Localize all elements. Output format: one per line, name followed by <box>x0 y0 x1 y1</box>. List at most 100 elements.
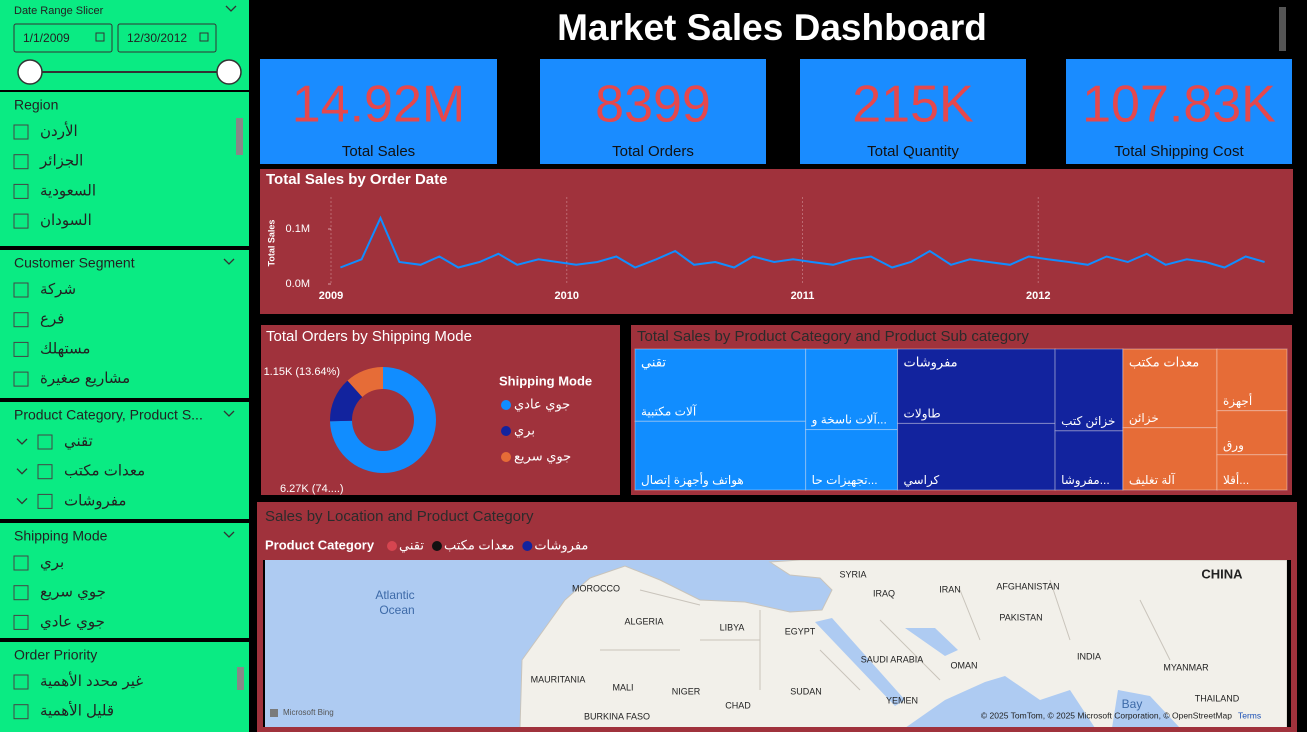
checkbox[interactable] <box>13 674 29 690</box>
chart-title: Total Orders by Shipping Mode <box>266 328 472 345</box>
slicer-item[interactable]: السودان <box>40 212 92 229</box>
slicer-item[interactable]: مستهلك <box>40 340 90 357</box>
slicer-item[interactable]: السعودية <box>40 182 96 199</box>
slicer-title: Customer Segment <box>14 255 135 271</box>
checkbox[interactable] <box>13 124 29 140</box>
category-label: مفروشات <box>904 354 958 370</box>
checkbox[interactable] <box>37 434 53 450</box>
map-label: INDIA <box>1077 651 1101 661</box>
checkbox[interactable] <box>13 282 29 298</box>
chart-panel <box>261 325 620 495</box>
slider-handle[interactable] <box>216 59 242 85</box>
slicer-title: Order Priority <box>14 647 97 663</box>
scrollbar <box>236 118 243 155</box>
date-input[interactable] <box>13 23 113 53</box>
slicer-panel <box>0 523 249 638</box>
chevron <box>223 258 235 265</box>
chevron <box>223 410 235 417</box>
slicer-item[interactable]: الجزائر <box>39 153 83 170</box>
kpi-label: Total Shipping Cost <box>1114 143 1244 160</box>
x-tick-label: 2009 <box>319 290 343 302</box>
checkbox[interactable] <box>13 371 29 387</box>
map-label: SYRIA <box>839 569 866 579</box>
map-label: BURKINA FASO <box>584 711 650 721</box>
slicer-item[interactable]: مفروشات <box>64 492 126 509</box>
cell-label: كراسي <box>904 473 940 488</box>
treemap-cell <box>1054 430 1124 491</box>
cell-label: خزائن <box>1129 411 1159 426</box>
map-label: NIGER <box>672 686 701 696</box>
map-label: MYANMAR <box>1163 662 1209 672</box>
legend-label: معدات مكتب <box>444 537 514 552</box>
map-label: CHINA <box>1201 566 1243 581</box>
slicer-item[interactable]: فرع <box>40 311 64 328</box>
map-attribution: © 2025 TomTom, © 2025 Microsoft Corporat… <box>981 710 1232 720</box>
legend-label: جوي عادي <box>514 396 570 412</box>
cell-label: آلات ناسخة و... <box>811 412 887 428</box>
slicer-item[interactable]: جوي عادي <box>40 613 105 631</box>
category-label: معدات مكتب <box>1129 354 1199 369</box>
chart-title: Sales by Location and Product Category <box>265 508 534 525</box>
cell-label: تجهيزات حا... <box>812 473 878 488</box>
map-label: Ocean <box>379 603 414 617</box>
slicer-item[interactable]: بري <box>40 554 64 572</box>
kpi-value: 8399 <box>595 76 711 134</box>
kpi-card <box>260 59 497 164</box>
map-label: EGYPT <box>785 626 816 636</box>
panel-top <box>260 505 1294 560</box>
checkbox[interactable] <box>13 154 29 170</box>
checkbox[interactable] <box>37 464 53 480</box>
date-input[interactable] <box>117 23 217 53</box>
slicer-panel <box>0 92 249 246</box>
panel-edge <box>257 502 1297 732</box>
chart-panel <box>260 169 1293 314</box>
map-label: THAILAND <box>1195 693 1240 703</box>
treemap-cell <box>1054 348 1124 432</box>
checkbox[interactable] <box>13 614 29 630</box>
slicer-item[interactable]: شركة <box>40 281 76 298</box>
map-label: MOROCCO <box>572 583 620 593</box>
checkbox[interactable] <box>13 312 29 328</box>
checkbox[interactable] <box>13 585 29 601</box>
map-label: ALGERIA <box>624 616 663 626</box>
kpi-value: 14.92M <box>292 76 465 134</box>
map-terms[interactable]: Terms <box>1238 710 1261 720</box>
treemap-cell <box>805 348 899 431</box>
treemap-cell <box>897 348 1056 424</box>
y-tick-label: 0.0M <box>286 278 310 290</box>
checkbox[interactable] <box>13 704 29 720</box>
chevron <box>223 531 235 538</box>
slicer-item[interactable]: قليل الأهمية <box>40 701 114 720</box>
cell-label: مفروشا... <box>1061 473 1110 488</box>
slicer-item[interactable]: تقني <box>64 433 93 451</box>
slicer-item[interactable]: معدات مكتب <box>64 463 145 480</box>
checkbox[interactable] <box>13 213 29 229</box>
kpi-value: 215K <box>852 76 974 134</box>
slicer-item[interactable]: مشاريع صغيرة <box>40 370 130 387</box>
slicer-item[interactable]: جوي سريع <box>40 584 106 602</box>
cell-label: ورق <box>1223 438 1244 453</box>
slicer-item[interactable]: الأردن <box>40 121 78 140</box>
cell-label: أقلا... <box>1223 472 1249 487</box>
map-label: MALI <box>612 682 633 692</box>
chevron <box>16 468 28 475</box>
donut-slice <box>347 367 383 397</box>
chevron <box>225 5 237 12</box>
slicer-item[interactable]: غير محدد الأهمية <box>40 671 143 690</box>
bay-of-bengal <box>1112 690 1180 728</box>
map-label: PAKISTAN <box>999 612 1042 622</box>
slicer-title: Date Range Slicer <box>14 5 104 17</box>
checkbox[interactable] <box>13 341 29 357</box>
chart-title: Total Sales by Order Date <box>266 171 447 188</box>
kpi-label: Total Quantity <box>867 143 959 160</box>
checkbox[interactable] <box>37 493 53 509</box>
checkbox[interactable] <box>13 183 29 199</box>
legend-label: مفروشات <box>534 537 588 553</box>
legend-marker <box>522 541 533 551</box>
checkbox[interactable] <box>13 555 29 571</box>
map-provider: Microsoft Bing <box>283 708 334 717</box>
line-series <box>340 215 1265 269</box>
legend-marker <box>387 541 397 551</box>
slider-handle[interactable] <box>17 59 43 85</box>
kpi-value: 107.83K <box>1082 76 1276 134</box>
